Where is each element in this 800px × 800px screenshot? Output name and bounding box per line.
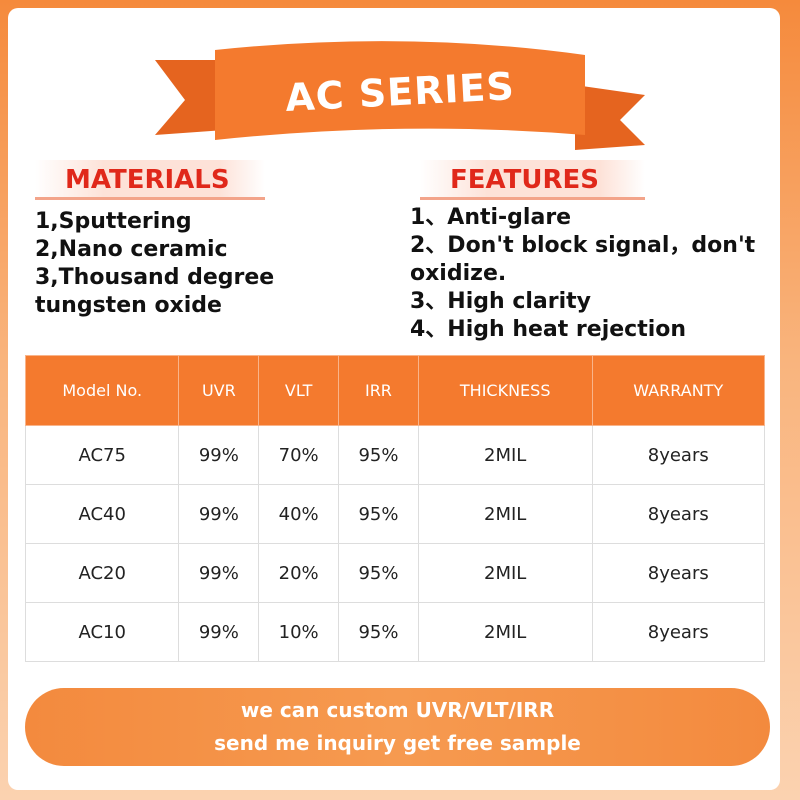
header-cell: IRR — [338, 355, 419, 426]
header-cell: VLT — [258, 355, 340, 426]
materials-list: 1,Sputtering 2,Nano ceramic 3,Thousand deg… — [35, 208, 385, 320]
spec-table: Model No. UVR VLT IRR THICKNESS WARRANTY AC75 9… — [24, 355, 765, 662]
feature-item: 1、Anti-glare — [410, 205, 572, 230]
table-cell: 2MIL — [417, 425, 593, 485]
table-cell: 70% — [258, 425, 340, 485]
table-cell: AC40 — [24, 484, 180, 544]
material-item: 2,Nano ceramic — [35, 237, 228, 262]
table-cell: AC20 — [24, 543, 180, 603]
table-cell: 40% — [258, 484, 340, 544]
table-cell: 8years — [591, 543, 765, 603]
table-cell: 10% — [258, 602, 340, 662]
footer-line: send me inquiry get free sample — [214, 731, 581, 755]
table-cell: 99% — [178, 484, 260, 544]
table-row: AC40 99% 40% 95% 2MIL 8years — [24, 484, 765, 544]
materials-heading: MATERIALS — [35, 160, 265, 200]
table-cell: 99% — [178, 543, 260, 603]
table-cell: 95% — [338, 543, 419, 603]
table-row: AC75 99% 70% 95% 2MIL 8years — [24, 425, 765, 485]
feature-item: 2、Don't block signal，don't oxidize. — [410, 233, 756, 286]
header-row: Model No. UVR VLT IRR THICKNESS WARRANTY — [24, 355, 765, 426]
table-cell: 99% — [178, 602, 260, 662]
table-cell: 8years — [591, 484, 765, 544]
feature-item: 3、High clarity — [410, 289, 592, 314]
header-cell: UVR — [178, 355, 260, 426]
table-cell: 8years — [591, 602, 765, 662]
table-cell: 20% — [258, 543, 340, 603]
table-cell: 2MIL — [417, 484, 593, 544]
table-cell: 95% — [338, 425, 419, 485]
table-cell: 95% — [338, 602, 419, 662]
table-cell: 95% — [338, 484, 419, 544]
header-cell: Model No. — [24, 355, 180, 426]
table-row: AC20 99% 20% 95% 2MIL 8years — [24, 543, 765, 603]
footer-banner: we can custom UVR/VLT/IRR send me inquiry… — [25, 688, 770, 766]
table-cell: 8years — [591, 425, 765, 485]
table-cell: AC10 — [24, 602, 180, 662]
table-row: AC10 99% 10% 95% 2MIL 8years — [24, 602, 765, 662]
header-cell: WARRANTY — [591, 355, 765, 426]
feature-item: 4、High heat rejection — [410, 317, 687, 342]
table-cell: 2MIL — [417, 543, 593, 603]
ribbon — [155, 41, 645, 150]
table-cell: 99% — [178, 425, 260, 485]
material-item: 1,Sputtering — [35, 209, 192, 234]
features-list: 1、Anti-glare 2、Don't block signal，don't o… — [410, 204, 770, 344]
header-cell: THICKNESS — [417, 355, 593, 426]
table-cell: 2MIL — [417, 602, 593, 662]
material-item: 3,Thousand degree tungsten oxide — [35, 265, 275, 318]
table-cell: AC75 — [24, 425, 180, 485]
footer-line: we can custom UVR/VLT/IRR — [240, 698, 555, 722]
features-heading: FEATURES — [420, 160, 645, 200]
